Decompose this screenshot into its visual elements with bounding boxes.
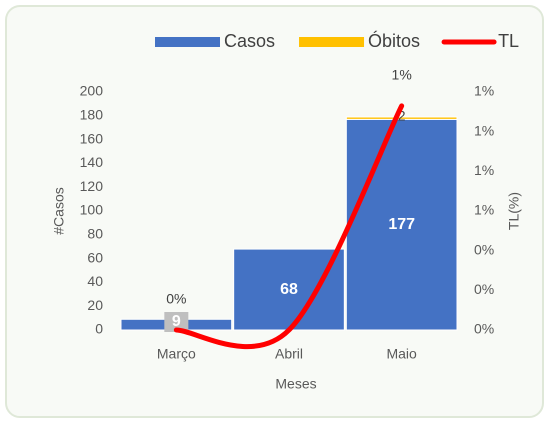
data-label: 68: [280, 281, 298, 298]
y-axis-title: #Casos: [51, 187, 67, 234]
y-tick-label: 200: [80, 83, 104, 99]
legend-label: Casos: [224, 31, 275, 51]
data-label: 9: [172, 313, 181, 330]
y-tick-label: 180: [80, 107, 104, 123]
y-tick-label: 120: [80, 178, 104, 194]
y-tick-label: 80: [87, 226, 103, 242]
y2-tick-label: 0%: [474, 321, 494, 337]
data-label: 1%: [392, 67, 412, 83]
y2-axis-title: TL(%): [506, 192, 522, 230]
y2-tick-label: 0%: [474, 241, 494, 257]
x-tick-label: Março: [157, 346, 196, 362]
y-tick-label: 140: [80, 154, 104, 170]
x-axis-title: Meses: [275, 376, 316, 392]
data-label: 0%: [166, 291, 186, 307]
y-tick-label: 20: [87, 297, 103, 313]
legend-swatch: [299, 37, 365, 47]
x-tick-label: Abril: [275, 346, 303, 362]
y2-tick-label: 1%: [474, 122, 494, 138]
y2-tick-label: 1%: [474, 83, 494, 99]
line: [173, 103, 405, 350]
legend-swatch: [155, 37, 220, 47]
bar: [345, 116, 458, 120]
y-tick-label: 160: [80, 130, 104, 146]
y-tick-label: 60: [87, 249, 103, 265]
y-tick-label: 40: [87, 273, 103, 289]
y2-tick-label: 0%: [474, 281, 494, 297]
y2-tick-label: 1%: [474, 202, 494, 218]
bar: [345, 118, 458, 331]
legend-label: Óbitos: [368, 30, 420, 51]
legend-label: TL: [498, 31, 519, 51]
x-tick-label: Maio: [386, 346, 417, 362]
data-label-box: [164, 312, 189, 332]
data-label: 2: [398, 108, 406, 124]
data-label: 177: [388, 216, 415, 233]
y-tick-label: 100: [80, 202, 104, 218]
y-tick-label: 0: [95, 321, 103, 337]
y2-tick-label: 1%: [474, 162, 494, 178]
bar: [233, 248, 345, 331]
